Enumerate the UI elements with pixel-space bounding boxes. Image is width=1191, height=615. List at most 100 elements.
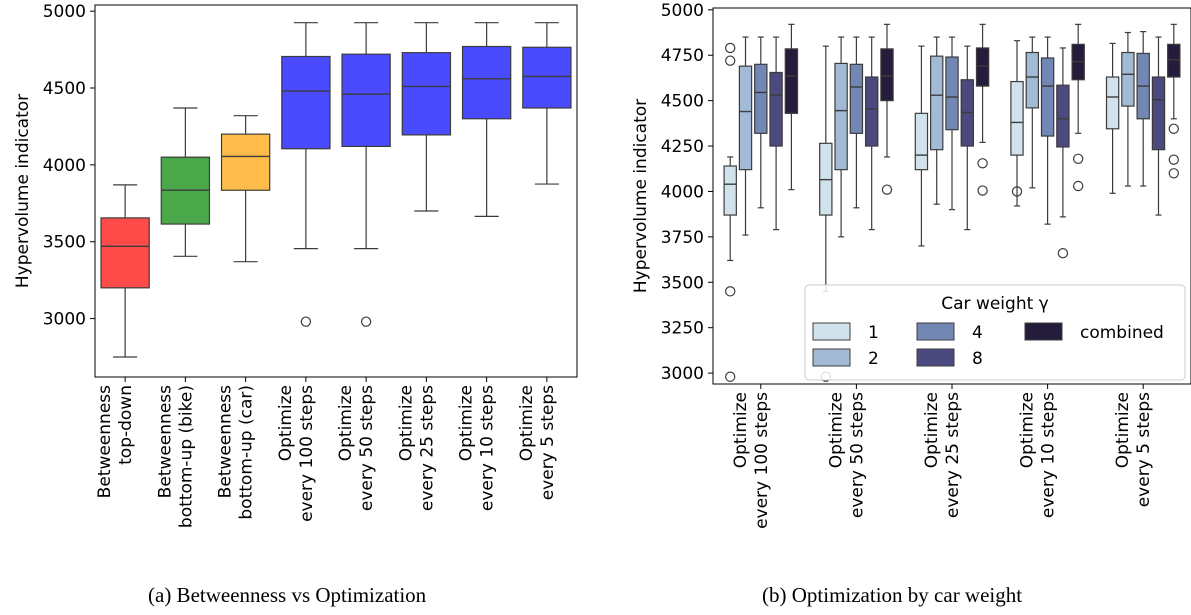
a-box-4-flier-0 xyxy=(360,316,372,327)
b-series-combined-box-2-flier-0 xyxy=(977,158,988,169)
b-series-1-box-0-flier-2 xyxy=(725,55,736,66)
b-xtick-label: Optimizeevery 100 steps xyxy=(731,392,772,529)
a-frame xyxy=(94,4,578,378)
b-series-combined-box-1-box xyxy=(880,48,894,102)
a-ylabel: Hypervolume indicator xyxy=(13,94,33,288)
b-series-combined-box-2-flier-1 xyxy=(977,185,988,196)
b-series-combined-box-2-box xyxy=(975,47,990,87)
a-xtick-line: Betweenness xyxy=(216,385,236,498)
b-legend-label-2: 2 xyxy=(868,349,879,369)
b-series-combined-box-4-flier-1 xyxy=(1168,154,1179,165)
a-box-5-box xyxy=(401,52,452,136)
b-series-8-box-1-box xyxy=(864,76,879,147)
b-series-1-box-0-flier-3 xyxy=(725,42,736,54)
b-series-4-box-3-box xyxy=(1040,57,1055,137)
b-series-1-box-4-box xyxy=(1105,76,1120,130)
b-ytick-label: 5000 xyxy=(661,1,704,21)
a-box-6-box xyxy=(461,45,512,120)
b-ytick-label: 4000 xyxy=(661,182,704,202)
a-xtick-line: Optimize xyxy=(396,385,416,461)
a-xtick-label: Optimizeevery 10 steps xyxy=(457,385,498,511)
b-xtick-label: Optimizeevery 5 steps xyxy=(1113,392,1154,507)
b-series-1-box-0-flier-1 xyxy=(725,371,736,382)
b-legend-swatch-2 xyxy=(812,348,851,367)
a-xtick-label: Optimizeevery 50 steps xyxy=(336,385,377,511)
b-series-4-box-2-box xyxy=(945,56,959,131)
b-series-8-box-3-box xyxy=(1056,84,1070,148)
a-ytick-label: 3500 xyxy=(43,233,86,253)
b-xtick-line: Optimize xyxy=(1018,392,1038,468)
b-series-combined-box-3-flier-1 xyxy=(1072,180,1084,192)
b-series-2-box-2-box xyxy=(929,55,944,151)
b-xtick-line: every 50 steps xyxy=(847,392,867,518)
a-ytick-label: 3000 xyxy=(43,310,86,330)
b-xtick-line: Optimize xyxy=(922,392,942,468)
a-xtick-line: bottom-up (car) xyxy=(237,385,257,520)
a-xtick-line: Optimize xyxy=(336,385,356,461)
b-series-1-box-0-box xyxy=(723,165,737,216)
a-xtick-line: every 10 steps xyxy=(478,385,498,511)
a-xtick-line: every 5 steps xyxy=(538,385,558,500)
a-box-0-box xyxy=(100,217,150,289)
b-xtick-line: Optimize xyxy=(1113,392,1133,468)
b-series-4-box-0-box xyxy=(754,63,768,134)
b-series-2-box-0-box xyxy=(738,65,753,171)
a-xtick-label: Optimizeevery 25 steps xyxy=(396,385,437,511)
b-legend-swatch-4 xyxy=(916,322,955,341)
b-legend-swatch-combined xyxy=(1024,322,1063,341)
a-ytick-label: 4500 xyxy=(43,79,86,99)
chart-optimization-by-car-weight: 3000 3250 3500 3750 4000 4250 4500 4750 5000 Hype… xyxy=(631,1,1191,529)
b-ylabel: Hypervolume indicator xyxy=(631,99,651,293)
a-xtick-line: every 100 steps xyxy=(297,385,317,522)
a-box-3-flier-0 xyxy=(300,316,312,327)
b-series-8-box-4-box xyxy=(1151,76,1166,151)
b-series-8-box-0-box xyxy=(769,71,783,147)
a-xtick-line: every 50 steps xyxy=(357,385,377,511)
b-ytick-label: 4750 xyxy=(661,46,704,66)
a-xtick-label: Optimizeevery 100 steps xyxy=(276,385,317,522)
b-legend: Car weight γ 1 2 4 8 combined xyxy=(804,284,1186,381)
b-xtick-line: every 5 steps xyxy=(1134,392,1154,507)
b-legend-swatch-8 xyxy=(916,348,955,367)
b-series-2-box-4-box xyxy=(1121,51,1135,107)
chart-betweenness-vs-optimization: 3000 3500 4000 4500 5000 Hypervolume indicato… xyxy=(13,2,578,528)
a-xtick-line: Betweenness xyxy=(155,385,175,498)
a-box-3-box xyxy=(281,55,331,150)
b-series-combined-box-1-flier-0 xyxy=(881,184,893,195)
b-series-1-box-2-box xyxy=(914,112,929,171)
b-ytick-label: 3250 xyxy=(661,319,704,339)
a-ytick-label: 5000 xyxy=(43,2,86,22)
a-xtick-line: bottom-up (bike) xyxy=(176,385,196,528)
b-xtick-label: Optimizeevery 10 steps xyxy=(1018,392,1059,518)
b-series-1-box-0-flier-0 xyxy=(725,286,736,297)
b-legend-title: Car weight γ xyxy=(941,294,1048,314)
b-xtick-line: Optimize xyxy=(731,392,751,468)
b-xtick-label: Optimizeevery 25 steps xyxy=(922,392,963,518)
a-box-2-box xyxy=(220,133,271,191)
b-series-combined-box-4-box xyxy=(1167,43,1181,78)
b-ytick-label: 3000 xyxy=(661,364,704,384)
b-series-4-box-1-box xyxy=(849,63,864,134)
a-xtick-line: Optimize xyxy=(276,385,296,461)
a-xtick-label: Betweennessbottom-up (car) xyxy=(216,385,257,520)
b-xtick-line: every 25 steps xyxy=(943,392,963,518)
b-legend-label-8: 8 xyxy=(972,349,983,369)
a-xtick-label: Betweennessbottom-up (bike) xyxy=(155,385,196,528)
b-series-combined-box-4-flier-2 xyxy=(1168,168,1179,179)
a-xtick-label: Optimizeevery 5 steps xyxy=(517,385,558,500)
b-legend-swatch-1 xyxy=(812,322,851,341)
b-xtick-label: Optimizeevery 50 steps xyxy=(826,392,867,518)
b-xtick-line: Optimize xyxy=(826,392,846,468)
b-legend-label-combined: combined xyxy=(1080,323,1164,343)
b-ytick-label: 3750 xyxy=(661,228,704,248)
a-box-4-box xyxy=(341,53,391,148)
a-xtick-label: Betweennesstop-down xyxy=(95,385,136,498)
b-series-combined-box-3-flier-0 xyxy=(1072,153,1084,164)
b-series-combined-box-0-box xyxy=(784,48,799,114)
b-ytick-label: 4250 xyxy=(661,137,704,157)
a-xtick-line: Optimize xyxy=(457,385,477,461)
b-legend-label-1: 1 xyxy=(868,323,879,343)
b-legend-frame xyxy=(804,284,1186,381)
b-ytick-label: 3500 xyxy=(661,273,704,293)
b-xtick-line: every 10 steps xyxy=(1039,392,1059,518)
